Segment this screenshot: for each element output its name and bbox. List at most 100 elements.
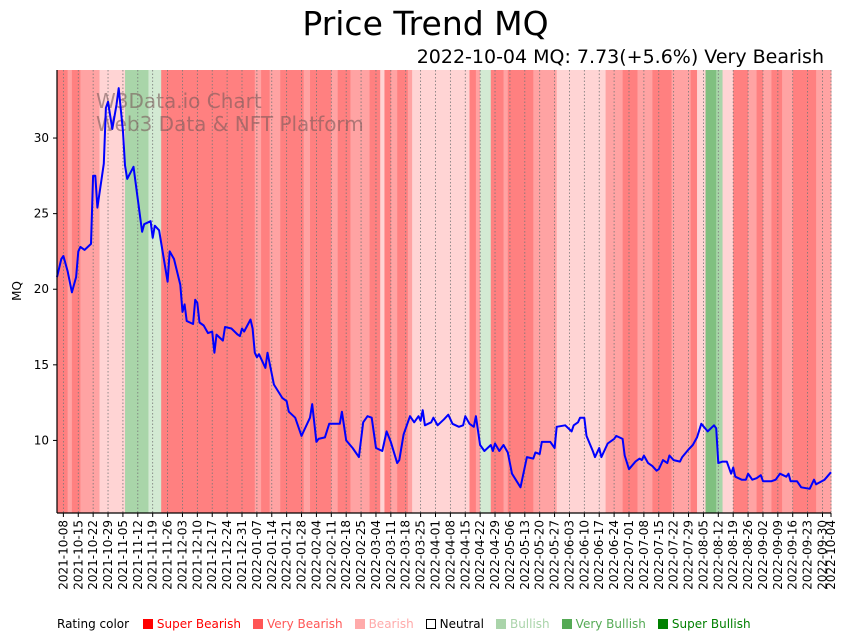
- legend-item: Very Bullish: [561, 617, 650, 631]
- x-tick-label: 2022-01-21: [280, 520, 294, 590]
- rating-band-neutral: [412, 70, 471, 513]
- rating-band-bearish: [67, 70, 73, 513]
- legend-swatch: [561, 619, 572, 629]
- x-tick-label: 2022-03-04: [369, 520, 383, 590]
- watermark-text: W3Data.io Chart: [96, 89, 262, 113]
- rating-band-bearish: [407, 70, 413, 513]
- x-tick-label: 2022-09-16: [786, 520, 800, 590]
- rating-band-very-bearish: [161, 70, 256, 513]
- x-tick-label: 2022-08-19: [726, 520, 740, 590]
- rating-band-neutral: [597, 70, 607, 513]
- rating-band-very-bearish: [280, 70, 305, 513]
- x-tick-label: 2021-12-10: [190, 520, 204, 590]
- rating-band-neutral: [99, 70, 126, 513]
- rating-band-neutral: [556, 70, 598, 513]
- x-tick-label: 2022-04-08: [443, 520, 457, 590]
- x-tick-label: 2022-04-01: [428, 520, 442, 590]
- x-axis-ticks: 2021-10-08 2021-10-15 2021-10-22 2021-10-29…: [56, 513, 838, 590]
- rating-band-very-bearish: [690, 70, 698, 513]
- legend: Rating color Super Bearish Very Bearish Be…: [57, 617, 767, 631]
- legend-label: Super Bullish: [671, 617, 751, 631]
- legend-label: Bearish: [368, 617, 414, 631]
- legend-item: Very Bearish: [252, 617, 347, 631]
- x-tick-label: 2022-10-04: [824, 520, 838, 590]
- x-tick-label: 2021-11-05: [116, 520, 130, 590]
- legend-title: Rating color: [57, 617, 130, 631]
- x-tick-label: 2022-07-22: [667, 520, 681, 590]
- x-tick-label: 2022-02-25: [354, 520, 368, 590]
- rating-band-bullish: [480, 70, 492, 513]
- rating-band-bullish: [148, 70, 162, 513]
- rating-band-very-bearish: [337, 70, 351, 513]
- rating-band-very-bearish: [622, 70, 638, 513]
- rating-band-very-bearish: [369, 70, 381, 513]
- price-line: [56, 87, 832, 490]
- x-tick-label: 2022-05-13: [518, 520, 532, 590]
- rating-band-bearish: [331, 70, 339, 513]
- rating-band-very-bullish-light: [716, 70, 724, 513]
- legend-item: Bullish: [495, 617, 554, 631]
- legend-label: Neutral: [439, 617, 484, 631]
- x-tick-label: 2022-01-28: [295, 520, 309, 590]
- legend-item: Neutral: [425, 617, 488, 631]
- rating-band-very-bearish: [792, 70, 817, 513]
- rating-band-neutral: [697, 70, 707, 513]
- x-tick-label: 2022-08-05: [696, 520, 710, 590]
- legend-swatch: [354, 619, 365, 629]
- rating-band-bearish: [350, 70, 371, 513]
- legend-label: Very Bullish: [575, 617, 646, 631]
- legend-item: Super Bearish: [142, 617, 245, 631]
- x-tick-label: 2022-09-02: [756, 520, 770, 590]
- x-tick-label: 2022-03-25: [414, 520, 428, 590]
- x-tick-label: 2022-02-18: [339, 520, 353, 590]
- rating-band-very-bearish: [71, 70, 81, 513]
- legend-item: Super Bullish: [657, 617, 755, 631]
- x-tick-label: 2022-02-04: [309, 520, 323, 590]
- x-tick-label: 2021-12-24: [220, 520, 234, 590]
- legend-label: Bullish: [509, 617, 550, 631]
- rating-band-neutral: [380, 70, 385, 513]
- x-tick-label: 2022-05-20: [533, 520, 547, 590]
- rating-band-very-bearish: [469, 70, 477, 513]
- rating-band-bearish: [475, 70, 481, 513]
- x-tick-label: 2022-04-29: [488, 520, 502, 590]
- y-tick-label: 30: [34, 131, 49, 145]
- x-tick-label: 2022-09-30: [815, 520, 829, 590]
- rating-band-bearish: [748, 70, 758, 513]
- rating-band-bearish: [390, 70, 398, 513]
- x-tick-label: 2022-03-11: [384, 520, 398, 590]
- y-tick-label: 20: [34, 282, 49, 296]
- x-tick-label: 2022-07-29: [682, 520, 696, 590]
- legend-swatch: [425, 619, 436, 629]
- x-tick-label: 2022-06-03: [562, 520, 576, 590]
- x-tick-label: 2022-09-09: [771, 520, 785, 590]
- rating-band-very-bearish: [397, 70, 409, 513]
- rating-band-bearish: [782, 70, 794, 513]
- y-tick-label: 25: [34, 207, 49, 221]
- rating-band-neutral: [722, 70, 734, 513]
- rating-band-very-bullish: [705, 70, 717, 513]
- rating-band-very-bearish: [507, 70, 534, 513]
- legend-swatch: [495, 619, 506, 629]
- axes: [56, 70, 831, 514]
- x-tick-label: 2021-11-19: [146, 520, 160, 590]
- x-tick-label: 2021-12-31: [235, 520, 249, 590]
- rating-band-bearish: [816, 70, 832, 513]
- rating-band-bearish: [671, 70, 692, 513]
- rating-band-very-bullish-light: [125, 70, 149, 513]
- rating-bands: [57, 70, 832, 513]
- rating-band-very-bearish: [261, 70, 271, 513]
- x-tick-label: 2022-04-15: [458, 520, 472, 590]
- x-tick-label: 2021-10-29: [101, 520, 115, 590]
- x-tick-label: 2022-03-18: [399, 520, 413, 590]
- chart-title: Price Trend MQ: [302, 4, 549, 43]
- x-tick-label: 2022-08-26: [741, 520, 755, 590]
- x-tick-label: 2022-05-27: [548, 520, 562, 590]
- x-tick-label: 2022-01-07: [250, 520, 264, 590]
- y-axis-label: MQ: [10, 281, 24, 301]
- rating-band-very-bearish: [310, 70, 332, 513]
- x-tick-label: 2021-11-12: [131, 520, 145, 590]
- x-tick-label: 2022-02-11: [324, 520, 338, 590]
